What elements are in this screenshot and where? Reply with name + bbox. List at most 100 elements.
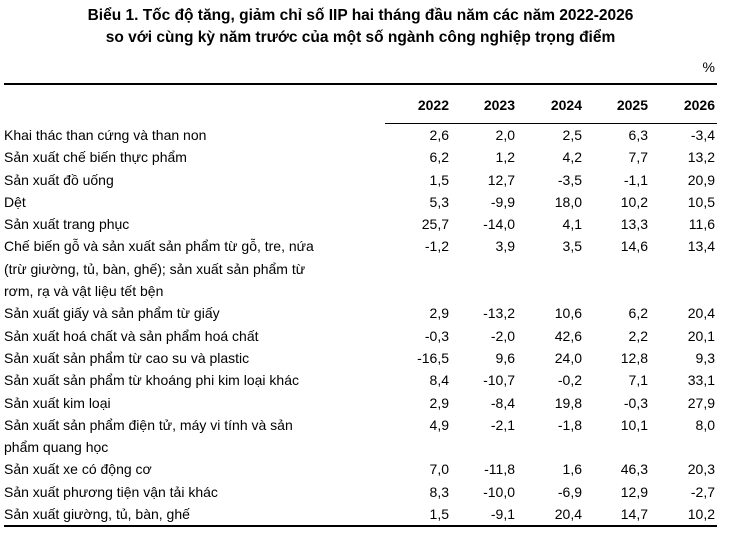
value-cell: 14,6 <box>620 238 648 255</box>
row-label: Sản xuất chế biến thực phẩm <box>4 149 187 166</box>
row-label: Khai thác than cứng và than non <box>4 126 207 143</box>
table-row: Khai thác than cứng và than non 2,6 2,0 2,5… <box>4 124 717 147</box>
value-cell: 12,7 <box>487 171 515 188</box>
value-cell: 6,2 <box>429 149 449 166</box>
value-cell: 12,9 <box>620 483 648 500</box>
table-body: Khai thác than cứng và than non 2,6 2,0 2,5… <box>4 124 717 527</box>
value-cell: 6,2 <box>628 305 648 322</box>
value-cell: -11,8 <box>484 461 515 478</box>
value-cell: 42,6 <box>554 327 582 344</box>
value-cell: 12,8 <box>620 349 648 366</box>
row-label: Sản xuất giường, tủ, bàn, ghế <box>4 506 190 523</box>
value-cell: 7,0 <box>429 461 449 478</box>
row-label: Sản xuất đồ uống <box>4 171 114 188</box>
value-cell: 1,2 <box>495 149 515 166</box>
value-cell: 3,9 <box>495 238 515 255</box>
value-cell: 10,5 <box>687 193 715 210</box>
value-cell: 1,5 <box>429 506 449 523</box>
value-cell: 8,0 <box>695 416 715 433</box>
row-label: Sản xuất giấy và sản phẩm từ giấy <box>4 305 220 322</box>
value-cell: 13,4 <box>687 238 715 255</box>
value-cell: -3,5 <box>557 171 582 188</box>
value-cell: -14,0 <box>483 216 515 233</box>
table-row: Dệt 5,3 -9,9 18,0 10,2 10,5 <box>4 191 717 213</box>
value-cell: 20,4 <box>687 305 715 322</box>
value-cell: 9,6 <box>495 349 515 366</box>
value-cell: 46,3 <box>620 461 648 478</box>
value-cell: 10,2 <box>687 506 715 523</box>
value-cell: 10,6 <box>554 305 582 322</box>
value-cell: 2,2 <box>628 327 648 344</box>
table-row: Sản xuất sản phẩm từ khoáng phi kim loại… <box>4 369 717 391</box>
value-cell: 7,1 <box>628 372 648 389</box>
value-cell: 5,3 <box>429 193 449 210</box>
value-cell: 19,8 <box>554 394 582 411</box>
value-cell: -9,1 <box>490 506 515 523</box>
value-cell: 20,1 <box>687 327 715 344</box>
table-row: Sản xuất sản phẩm điện tử, máy vi tính v… <box>4 414 717 459</box>
table-row: Sản xuất hoá chất và sản phẩm hoá chất -0… <box>4 325 717 347</box>
value-cell: -1,2 <box>424 238 449 255</box>
value-cell: 4,1 <box>562 216 582 233</box>
row-label: Sản xuất xe có động cơ <box>4 461 152 478</box>
row-label-header <box>4 84 385 124</box>
row-label: Sản xuất sản phẩm từ khoáng phi kim loại… <box>4 372 299 389</box>
value-cell: -13,2 <box>483 305 515 322</box>
value-cell: -10,0 <box>483 483 515 500</box>
value-cell: -2,7 <box>690 483 715 500</box>
row-label: Sản xuất sản phẩm điện tử, máy vi tính v… <box>4 416 293 456</box>
table-row: Sản xuất xe có động cơ 7,0 -11,8 1,6 46,3 20,… <box>4 458 717 480</box>
year-column-header: 2026 <box>650 84 717 124</box>
value-cell: 7,7 <box>628 149 648 166</box>
value-cell: 1,6 <box>562 461 582 478</box>
table-row: Sản xuất phương tiện vận tải khác 8,3 -10,… <box>4 481 717 503</box>
year-column-header: 2022 <box>385 84 451 124</box>
table-row: Chế biến gỗ và sản xuất sản phẩm từ gỗ, … <box>4 235 717 302</box>
header-row: 2022 2023 2024 2025 2026 <box>4 84 717 124</box>
value-cell: 4,2 <box>562 149 582 166</box>
table-row: Sản xuất chế biến thực phẩm 6,2 1,2 4,2 7,7 1… <box>4 146 717 168</box>
year-column-header: 2023 <box>451 84 517 124</box>
value-cell: -0,3 <box>623 394 648 411</box>
value-cell: 2,9 <box>429 305 449 322</box>
row-label: Sản xuất trang phục <box>4 216 130 233</box>
value-cell: 20,4 <box>554 506 582 523</box>
value-cell: 9,3 <box>695 349 715 366</box>
value-cell: -3,4 <box>690 127 715 143</box>
value-cell: 2,0 <box>495 127 515 143</box>
row-label: Sản xuất hoá chất và sản phẩm hoá chất <box>4 327 259 344</box>
table-title: Biểu 1. Tốc độ tăng, giảm chỉ số IIP hai… <box>87 7 634 46</box>
value-cell: -0,3 <box>424 327 449 344</box>
value-cell: 10,1 <box>620 416 648 433</box>
table-row: Sản xuất giấy và sản phẩm từ giấy 2,9 -13,… <box>4 302 717 324</box>
value-cell: 3,5 <box>562 238 582 255</box>
value-cell: -0,2 <box>557 372 582 389</box>
value-cell: -2,0 <box>490 327 515 344</box>
table-row: Sản xuất đồ uống 1,5 12,7 -3,5 -1,1 20,9 <box>4 169 717 191</box>
value-cell: 24,0 <box>554 349 582 366</box>
year-column-header: 2025 <box>584 84 650 124</box>
value-cell: 8,3 <box>429 483 449 500</box>
row-label: Dệt <box>4 193 26 210</box>
value-cell: 1,5 <box>429 171 449 188</box>
unit-label: % <box>702 59 715 75</box>
value-cell: 2,6 <box>429 127 449 143</box>
row-label: Sản xuất phương tiện vận tải khác <box>4 483 218 500</box>
value-cell: 4,9 <box>429 416 449 433</box>
value-cell: -1,1 <box>623 171 648 188</box>
table-row: Sản xuất sản phẩm từ cao su và plastic -1… <box>4 347 717 369</box>
value-cell: 11,6 <box>688 216 715 233</box>
value-cell: -16,5 <box>417 349 449 366</box>
value-cell: -1,8 <box>557 416 582 433</box>
value-cell: 18,0 <box>554 193 582 210</box>
value-cell: 14,7 <box>620 506 648 523</box>
value-cell: -9,9 <box>490 193 515 210</box>
value-cell: 2,9 <box>429 394 449 411</box>
value-cell: 13,2 <box>687 149 715 166</box>
table-row: Sản xuất kim loại 2,9 -8,4 19,8 -0,3 27,9 <box>4 392 717 414</box>
value-cell: 2,5 <box>562 127 582 143</box>
table-row: Sản xuất giường, tủ, bàn, ghế 1,5 -9,1 20,4… <box>4 503 717 526</box>
table-row: Sản xuất trang phục 25,7 -14,0 4,1 13,3 11,6 <box>4 213 717 235</box>
year-column-header: 2024 <box>517 84 584 124</box>
